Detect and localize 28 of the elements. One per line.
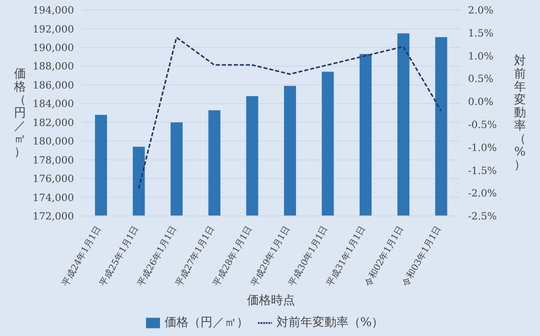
y2-tick-label: 2.0%	[468, 6, 494, 17]
y2-tick-label: 1.5%	[468, 28, 494, 40]
y-tick-label: 174,000	[32, 192, 74, 204]
y-tick-label: 172,000	[32, 212, 74, 223]
text: 対前年変動率（%）	[514, 54, 526, 172]
y2-tick-label: -2.0%	[468, 188, 497, 200]
y-tick-label: 188,000	[32, 62, 74, 73]
y2-tick-label: 1.0%	[468, 51, 494, 62]
y-tick-label: 194,000	[32, 6, 74, 17]
y-tick-label: 190,000	[32, 43, 74, 54]
y2-tick-label: -2.5%	[468, 212, 497, 223]
y-tick-label: 180,000	[32, 136, 74, 148]
legend-label: 対前年変動率（%）	[276, 315, 384, 329]
y2-tick-label: -1.5%	[468, 166, 497, 177]
y-tick-label: 178,000	[32, 155, 74, 166]
legend-label: 価格（円／㎡）	[164, 315, 248, 329]
y-tick-label: 176,000	[32, 174, 74, 186]
y-tick-label: 184,000	[32, 99, 74, 110]
y2-tick-label: -0.5%	[468, 120, 497, 131]
y-tick-label: 192,000	[32, 24, 74, 36]
y-tick-label: 186,000	[32, 80, 74, 92]
y2-tick-label: 0.0%	[468, 97, 494, 108]
y2-tick-label: 0.5%	[468, 74, 494, 86]
line-series	[138, 36, 442, 190]
x-axis-title: 価格時点	[247, 293, 295, 307]
y2-tick-label: -1.0%	[468, 142, 497, 154]
y-tick-label: 182,000	[32, 118, 74, 129]
y-axis-title: 価格（円／㎡）	[13, 66, 26, 158]
